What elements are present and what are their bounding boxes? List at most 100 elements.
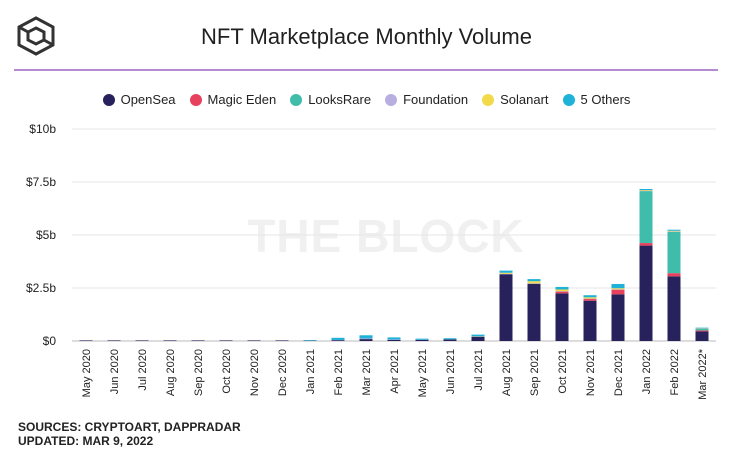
bar-segment-magic-eden	[695, 330, 709, 332]
sources-note: SOURCES: CRYPTOART, DAPPRADAR	[18, 420, 241, 434]
bar-segment-5-others	[499, 270, 513, 273]
bar-segment-foundation	[611, 289, 625, 290]
legend-swatch	[102, 93, 115, 106]
legend-swatch	[290, 93, 303, 106]
bar-segment-5-others	[667, 229, 681, 231]
bar-segment-opensea	[135, 340, 149, 341]
legend-label: Foundation	[403, 92, 469, 107]
x-tick-label: Sep 2020	[193, 349, 205, 396]
legend-item-foundation: Foundation	[385, 92, 468, 107]
bar-segment-magic-eden	[583, 299, 597, 301]
updated-note: UPDATED: MAR 9, 2022	[18, 434, 154, 448]
bar-segment-solanart	[639, 190, 653, 191]
bar-segment-foundation	[387, 339, 401, 340]
bar-segment-magic-eden	[611, 289, 625, 295]
legend-item-opensea: OpenSea	[102, 92, 176, 107]
bar-segment-opensea	[527, 283, 541, 341]
bar-segment-foundation	[583, 298, 597, 300]
bar-segment-magic-eden	[639, 243, 653, 246]
x-tick-label: Jul 2020	[137, 349, 149, 391]
bar-segment-opensea	[331, 340, 345, 341]
bar-segment-opensea	[611, 294, 625, 341]
bar-segment-opensea	[387, 339, 401, 341]
bar-segment-solanart	[611, 288, 625, 290]
bar-segment-5-others	[639, 188, 653, 191]
bar-segment-opensea	[275, 340, 289, 341]
legend-label: Solanart	[500, 92, 549, 107]
bar-segment-opensea	[107, 340, 121, 341]
legend-label: Magic Eden	[207, 92, 277, 107]
bar-segment-magic-eden	[555, 291, 569, 294]
legend-swatch	[385, 93, 398, 106]
bar-segment-opensea	[443, 339, 457, 341]
bar-segment-5-others	[387, 337, 401, 340]
bar-segment-opensea	[639, 245, 653, 341]
x-tick-label: May 2021	[417, 349, 429, 397]
x-tick-label: Mar 2022*	[697, 348, 709, 399]
x-tick-label: Jan 2021	[305, 349, 317, 394]
legend-label: LooksRare	[308, 92, 372, 107]
bar-segment-opensea	[247, 340, 261, 341]
bar-segment-looksrare	[667, 231, 681, 274]
bar-segment-5-others	[527, 279, 541, 282]
watermark: THE BLOCK	[247, 210, 524, 262]
bar-segment-opensea	[583, 300, 597, 341]
bar-segment-5-others	[695, 327, 709, 329]
x-tick-label: Jun 2020	[109, 349, 121, 394]
bar-segment-opensea	[191, 340, 205, 341]
x-tick-label: Nov 2020	[249, 349, 261, 396]
bar-segment-5-others	[415, 338, 429, 340]
legend-label: OpenSea	[120, 92, 176, 107]
y-tick-label: $5b	[36, 228, 56, 242]
bar-segment-foundation	[639, 190, 653, 192]
bar-segment-foundation	[527, 283, 541, 284]
bar-segment-opensea	[471, 336, 485, 341]
y-tick-label: $0	[43, 334, 57, 348]
bar-segment-solanart	[499, 272, 513, 274]
legend-label: 5 Others	[580, 92, 631, 107]
bar-segment-opensea	[359, 339, 373, 341]
page-title: NFT Marketplace Monthly Volume	[201, 24, 532, 49]
chart-legend: OpenSea Magic Eden LooksRare Foundation Sola…	[0, 92, 733, 107]
bar-segment-5-others	[443, 338, 457, 340]
legend-swatch	[189, 93, 202, 106]
x-tick-label: Dec 2021	[613, 349, 625, 396]
bar-segment-foundation	[555, 291, 569, 292]
y-tick-label: $7.5b	[26, 175, 56, 189]
x-tick-label: Apr 2021	[389, 349, 401, 394]
bar-segment-5-others	[611, 283, 625, 289]
bar-segment-foundation	[359, 338, 373, 340]
x-tick-label: Oct 2021	[557, 349, 569, 394]
legend-item-magic-eden: Magic Eden	[189, 92, 277, 107]
legend-item-looksrare: LooksRare	[290, 92, 371, 107]
legend-item-solanart: Solanart	[482, 92, 549, 107]
bar-segment-foundation	[499, 273, 513, 275]
bar-segment-opensea	[667, 276, 681, 341]
x-tick-label: Feb 2021	[333, 349, 345, 395]
x-tick-label: Sep 2021	[529, 349, 541, 396]
bar-segment-5-others	[471, 334, 485, 337]
x-tick-label: Feb 2022	[669, 349, 681, 395]
x-tick-label: Jan 2022	[641, 349, 653, 394]
legend-swatch	[482, 93, 495, 106]
bar-segment-solanart	[555, 289, 569, 292]
bar-segment-5-others	[303, 340, 317, 341]
bar-segment-looksrare	[639, 191, 653, 244]
bar-segment-5-others	[359, 335, 373, 339]
bar-segment-opensea	[163, 340, 177, 341]
x-tick-label: Mar 2021	[361, 349, 373, 395]
bar-segment-opensea	[499, 274, 513, 341]
bar-segment-looksrare	[695, 328, 709, 331]
x-tick-label: Aug 2021	[501, 349, 513, 396]
x-tick-label: Nov 2021	[585, 349, 597, 396]
legend-swatch	[562, 93, 575, 106]
bar-segment-5-others	[583, 295, 597, 298]
bar-segment-opensea	[555, 293, 569, 341]
x-tick-label: Aug 2020	[165, 349, 177, 396]
bar-segment-opensea	[695, 331, 709, 341]
title-divider	[14, 69, 718, 71]
bar-segment-solanart	[667, 230, 681, 232]
x-tick-label: Oct 2020	[221, 349, 233, 394]
x-tick-label: Jul 2021	[473, 349, 485, 391]
